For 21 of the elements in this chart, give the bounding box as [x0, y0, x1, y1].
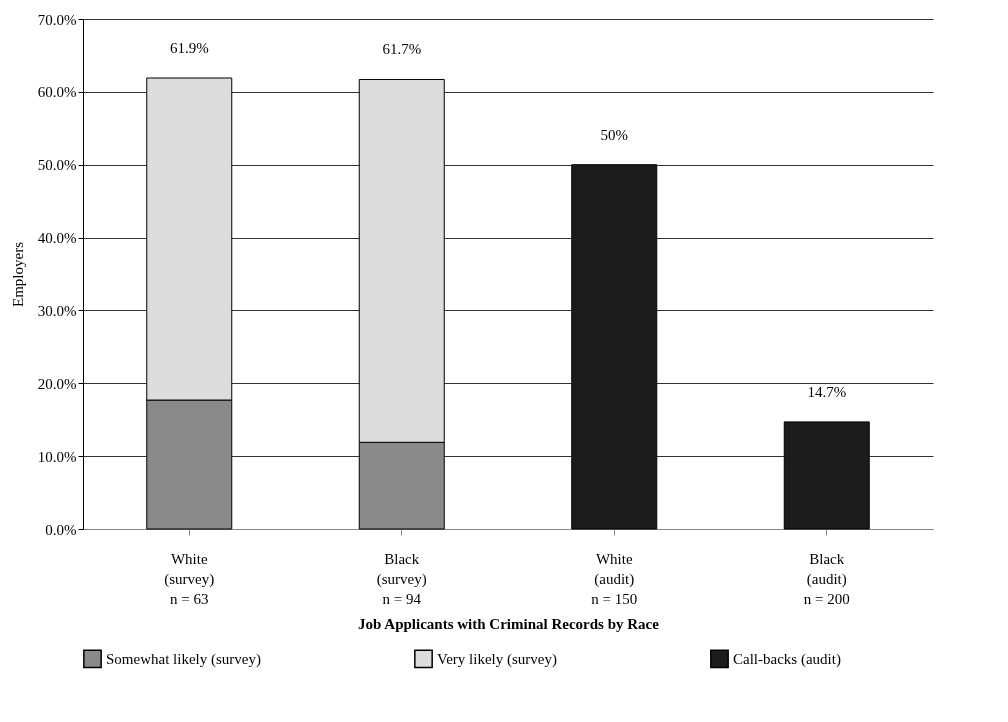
y-tick-label: 0.0% [45, 521, 77, 538]
total-label: 14.7% [807, 383, 847, 400]
x-tick-label: Black (audit) n = 200 [803, 550, 850, 607]
total-label: 50% [600, 126, 628, 143]
y-tick-label: 20.0% [37, 375, 77, 392]
y-tick-label: 40.0% [37, 230, 77, 247]
legend-label: Somewhat likely (survey) [106, 650, 261, 668]
x-tick-label: White (audit) n = 150 [591, 550, 638, 607]
legend-label: Call-backs (audit) [733, 650, 841, 668]
y-tick-label: 50.0% [37, 157, 77, 174]
y-tick-label: 60.0% [37, 84, 77, 101]
x-tick-label: White (survey) n = 63 [164, 550, 215, 607]
y-tick-label: 30.0% [37, 302, 77, 319]
legend-label: Very likely (survey) [437, 650, 557, 668]
total-label: 61.7% [382, 41, 422, 58]
x-tick-label: Black (survey) n = 94 [376, 550, 427, 607]
y-tick-label: 70.0% [37, 11, 77, 28]
y-tick-label: 10.0% [37, 448, 77, 465]
y-axis-title: Employers [9, 241, 26, 307]
total-label: 61.9% [169, 40, 209, 57]
x-axis-title: Job Applicants with Criminal Records by Race [358, 615, 660, 632]
